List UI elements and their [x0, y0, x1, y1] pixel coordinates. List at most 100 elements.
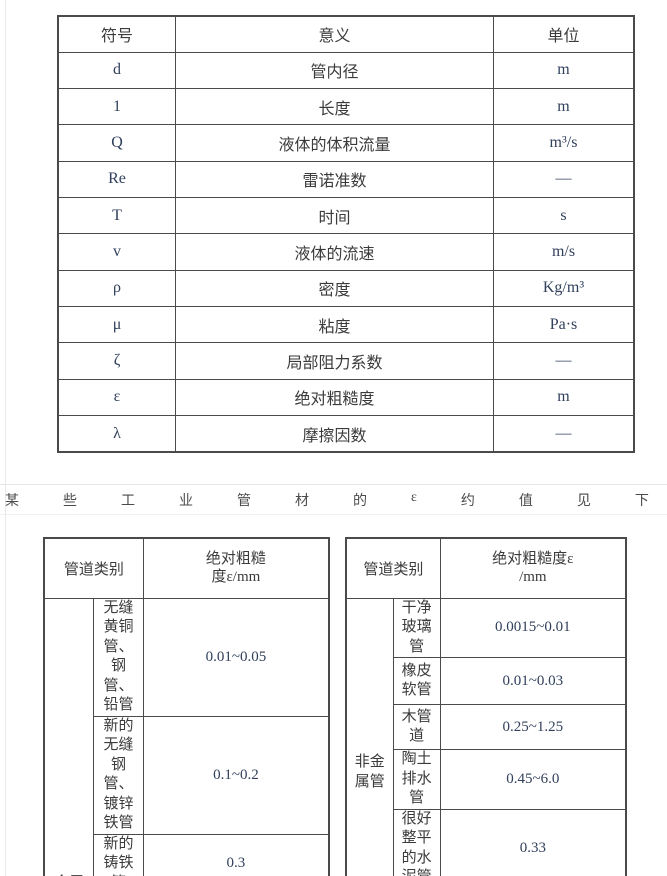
- nonmetal-pipes-table: 管道类别 绝对粗糙度ε /mm 非金属管 干净玻璃管 0.0015~0.01 橡…: [345, 537, 627, 876]
- table-row: d 管内径 m: [57, 51, 635, 90]
- unit-cell: Pa·s: [493, 306, 635, 344]
- table-row: T 时间 s: [57, 197, 635, 235]
- unit-cell: m: [493, 51, 635, 90]
- header-meaning: 意义: [175, 15, 494, 53]
- header-roughness-line2: /mm: [519, 569, 547, 586]
- unit-cell: —: [493, 342, 635, 380]
- pipe-name-cell: 无缝黄铜管、钢管、铅管: [93, 597, 144, 717]
- symbol-cell: ζ: [57, 342, 176, 380]
- header-roughness: 绝对粗糙 度ε/mm: [142, 537, 330, 599]
- meaning-cell: 长度: [175, 88, 494, 126]
- header-pipe-category: 管道类别: [43, 537, 144, 599]
- pipe-name-cell: 木管道: [392, 704, 441, 750]
- note-char: 材: [295, 494, 309, 509]
- symbol-cell: T: [57, 197, 176, 235]
- table-row: ε 绝对粗糙度 m: [57, 378, 635, 417]
- meaning-cell: 时间: [175, 197, 494, 235]
- meaning-cell: 雷诺准数: [175, 160, 494, 199]
- symbols-table: 符号 意义 单位 d 管内径 m 1 长度 m Q 液体的体积流量 m³/s R…: [57, 15, 635, 453]
- table-row: μ 粘度 Pa·s: [57, 306, 635, 344]
- unit-cell: m/s: [493, 233, 635, 271]
- roughness-value-cell: 0.45~6.0: [439, 749, 627, 810]
- symbol-cell: Re: [57, 160, 176, 199]
- symbol-cell: ε: [57, 378, 176, 417]
- pipe-name-cell: 新的无缝钢管、镀锌铁管: [93, 715, 144, 835]
- unit-cell: m: [493, 378, 635, 417]
- header-pipe-category: 管道类别: [345, 537, 441, 599]
- unit-cell: —: [493, 415, 635, 453]
- meaning-cell: 管内径: [175, 51, 494, 90]
- group-label-nonmetal: 非金属管: [345, 597, 394, 876]
- table-row: 新的铸铁管 0.3: [44, 833, 330, 876]
- meaning-cell: 粘度: [175, 306, 494, 344]
- group-label-metal: 金属管: [43, 597, 95, 876]
- header-roughness-line1: 绝对粗糙度ε: [492, 550, 574, 567]
- table-row: 橡皮软管 0.01~0.03: [346, 657, 627, 705]
- meaning-cell: 密度: [175, 269, 494, 308]
- table-header-row: 管道类别 绝对粗糙 度ε/mm: [43, 537, 330, 599]
- table-row: v 液体的流速 m/s: [57, 233, 635, 271]
- roughness-value-cell: 0.01~0.03: [439, 657, 627, 705]
- table-row: 木管道 0.25~1.25: [346, 704, 627, 750]
- table-row: Re 雷诺准数 —: [57, 160, 635, 199]
- roughness-value-cell: 0.25~1.25: [439, 704, 627, 750]
- meaning-cell: 液体的体积流量: [175, 124, 494, 162]
- table-row: 非金属管 干净玻璃管 0.0015~0.01: [345, 597, 627, 876]
- table-header-row: 符号 意义 单位: [57, 15, 635, 53]
- table-row: ρ 密度 Kg/m³: [57, 269, 635, 308]
- roughness-value-cell: 0.01~0.05: [142, 597, 330, 717]
- table-row: λ 摩擦因数 —: [57, 415, 635, 453]
- meaning-cell: 局部阻力系数: [175, 342, 494, 380]
- meaning-cell: 绝对粗糙度: [175, 378, 494, 417]
- symbol-cell: ρ: [57, 269, 176, 308]
- note-char: 的: [353, 494, 367, 509]
- pipe-name-cell: 陶土排水管: [392, 749, 441, 810]
- pipe-name-cell: 干净玻璃管: [392, 597, 441, 658]
- pipe-name-cell: 新的铸铁管: [93, 833, 144, 876]
- table-row: 陶土排水管 0.45~6.0: [346, 749, 627, 810]
- note-char: 见: [576, 494, 591, 509]
- header-symbol: 符号: [57, 15, 176, 53]
- note-char: 些: [63, 494, 77, 509]
- section-divider-top: [0, 484, 667, 485]
- symbol-cell: 1: [57, 88, 176, 126]
- roughness-value-cell: 0.3: [142, 833, 330, 876]
- table-row: 金属管 无缝黄铜管、钢管、铅管 0.01~0.05: [43, 597, 330, 876]
- symbol-cell: d: [57, 51, 176, 90]
- symbol-cell: v: [57, 233, 176, 271]
- note-line: 某 些 工 业 管 材 的 ε 约 值 见 下: [5, 490, 649, 510]
- meaning-cell: 摩擦因数: [175, 415, 494, 453]
- left-margin-line: [5, 0, 6, 876]
- meaning-cell: 液体的流速: [175, 233, 494, 271]
- note-char: 工: [121, 494, 135, 509]
- header-roughness-line2: 度ε/mm: [211, 569, 261, 586]
- header-roughness: 绝对粗糙度ε /mm: [439, 537, 627, 599]
- table-row: 新的无缝钢管、镀锌铁管 0.1~0.2: [44, 715, 330, 835]
- table-row: 1 长度 m: [57, 88, 635, 126]
- metal-pipes-table: 管道类别 绝对粗糙 度ε/mm 金属管 无缝黄铜管、钢管、铅管 0.01~0.0…: [43, 537, 330, 876]
- header-roughness-line1: 绝对粗糙: [205, 550, 266, 567]
- table-row: 很好整平的水泥管 0.33: [346, 808, 627, 876]
- unit-cell: m³/s: [493, 124, 635, 162]
- symbol-cell: λ: [57, 415, 176, 453]
- unit-cell: s: [493, 197, 635, 235]
- section-divider-bottom: [0, 514, 667, 515]
- roughness-value-cell: 0.0015~0.01: [439, 597, 627, 658]
- unit-cell: Kg/m³: [493, 269, 635, 308]
- note-char: 约: [460, 494, 475, 509]
- unit-cell: m: [493, 88, 635, 126]
- note-char: 值: [518, 494, 533, 509]
- roughness-value-cell: 0.1~0.2: [142, 715, 330, 835]
- note-char: 某: [5, 494, 19, 509]
- header-unit: 单位: [493, 15, 635, 53]
- note-char: 业: [179, 494, 193, 509]
- table-header-row: 管道类别 绝对粗糙度ε /mm: [345, 537, 627, 599]
- symbol-cell: μ: [57, 306, 176, 344]
- note-char: ε: [411, 490, 417, 505]
- symbol-cell: Q: [57, 124, 176, 162]
- table-row: Q 液体的体积流量 m³/s: [57, 124, 635, 162]
- roughness-value-cell: 0.33: [439, 808, 627, 876]
- note-char: 管: [237, 494, 251, 509]
- table-row: ζ 局部阻力系数 —: [57, 342, 635, 380]
